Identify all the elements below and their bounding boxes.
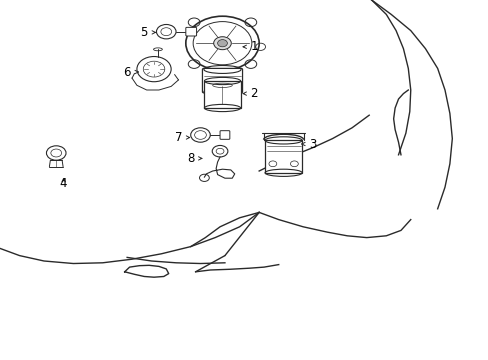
Text: 5: 5 — [140, 26, 148, 39]
Text: 4: 4 — [60, 177, 67, 190]
Circle shape — [217, 40, 227, 47]
FancyBboxPatch shape — [220, 131, 229, 139]
Text: 1: 1 — [250, 40, 258, 53]
Circle shape — [213, 37, 231, 50]
FancyBboxPatch shape — [202, 68, 242, 93]
Text: 2: 2 — [250, 87, 258, 100]
Text: 8: 8 — [186, 152, 194, 165]
Text: 3: 3 — [308, 138, 316, 150]
FancyBboxPatch shape — [185, 27, 196, 36]
FancyBboxPatch shape — [264, 140, 302, 173]
Text: 6: 6 — [123, 66, 131, 78]
Text: 7: 7 — [174, 131, 182, 144]
FancyBboxPatch shape — [204, 81, 240, 108]
